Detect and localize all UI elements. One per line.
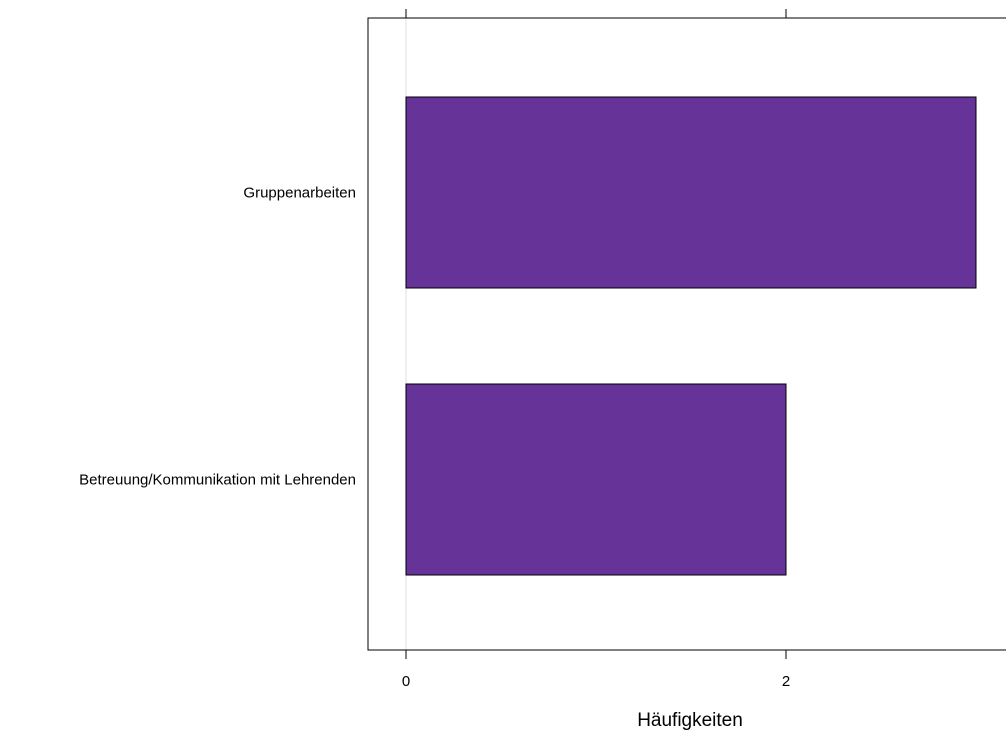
category-label-betreuung-kommunikation-mit-lehrenden: Betreuung/Kommunikation mit Lehrenden [79, 472, 356, 489]
bars-layer [405, 96, 977, 576]
bar-gruppenarbeiten [405, 96, 977, 289]
plot-frame [367, 17, 1006, 651]
category-label-gruppenarbeiten: Gruppenarbeiten [243, 185, 356, 202]
bar-betreuung-kommunikation-mit-lehrenden [405, 383, 787, 576]
category-labels: Gruppenarbeiten Betreuung/Kommunikation m… [79, 185, 356, 489]
x-tick-label-0: 0 [402, 673, 410, 690]
x-tick-label-2: 2 [782, 673, 790, 690]
x-axis-title: Häufigkeiten [637, 710, 743, 731]
